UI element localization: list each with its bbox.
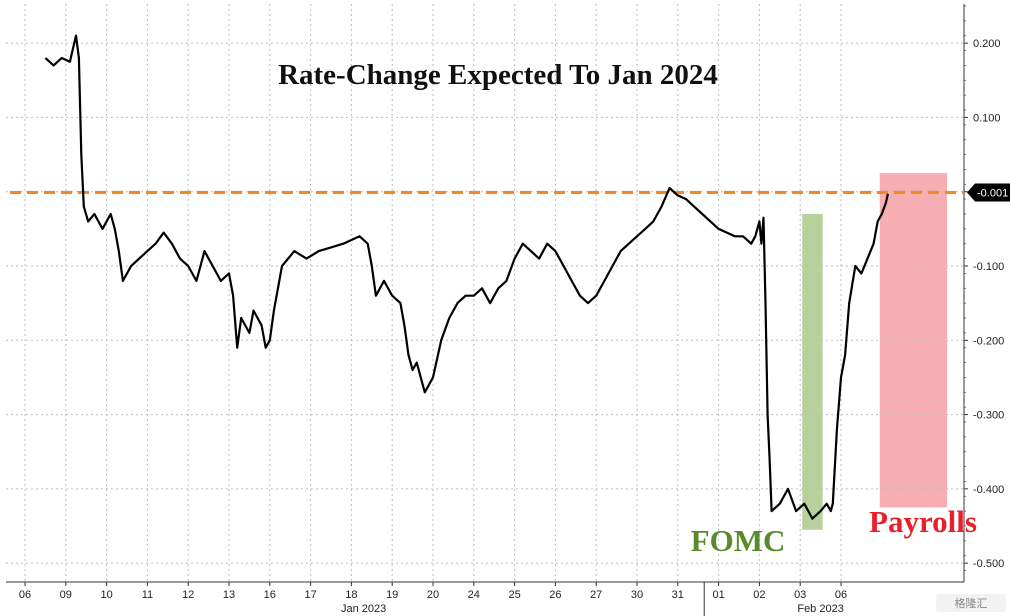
watermark-text: 格隆汇 [955,596,988,610]
x-tick-label: 17 [304,589,316,601]
y-tick-label: 0.100 [973,112,1001,124]
y-tick-label: 0.200 [973,38,1001,50]
x-tick-label: 19 [386,589,398,601]
x-tick-label: 25 [508,589,520,601]
x-tick-label: 30 [631,589,643,601]
x-tick-label: 06 [835,589,847,601]
x-tick-label: 31 [672,589,684,601]
x-tick-label: 10 [100,589,112,601]
annotation-band-fomc [802,214,823,530]
x-tick-label: 18 [345,589,357,601]
y-tick-label: -0.200 [973,335,1004,347]
annotation-band-payrolls [879,173,948,508]
y-tick-label: -0.100 [973,261,1004,273]
last-value-badge: -0.001 [967,183,1010,202]
last-value-badge-shape [967,183,1010,202]
watermark: 格隆汇 [936,594,1006,612]
y-tick-label: -0.400 [973,484,1004,496]
chart-title: Rate-Change Expected To Jan 2024 [278,59,718,91]
annotation-fomc: FOMC [691,523,786,558]
annotation-bands [802,173,948,530]
x-tick-label: 02 [753,589,765,601]
x-tick-label: 26 [549,589,561,601]
month-label: Feb 2023 [797,603,843,615]
x-tick-label: 06 [19,589,31,601]
x-tick-label: 11 [142,589,153,601]
x-tick-label: 27 [590,589,602,601]
y-axis-ticks: 0.200 0.100 -0.100 -0.200 -0.300 -0.400 -0.500 [964,5,1004,571]
x-tick-label: 24 [468,589,480,601]
x-tick-label: 12 [182,589,194,601]
axes [6,4,965,583]
x-tick-label: 09 [60,589,72,601]
x-tick-label: 13 [223,589,235,601]
x-axis-ticks: 06 09 10 11 12 13 16 17 18 19 20 24 25 26 27 30 31 01 02 03… [19,582,847,616]
x-tick-label: 03 [794,589,806,601]
last-value-label: -0.001 [977,187,1008,199]
x-tick-label: 16 [264,589,276,601]
grid [6,4,964,582]
x-tick-label: 20 [427,589,439,601]
watermark-bg [936,594,1006,612]
y-tick-label: -0.300 [973,410,1004,422]
x-tick-label: 01 [712,589,724,601]
y-tick-label: -0.500 [973,558,1004,570]
series-line [44,34,889,520]
month-label: Jan 2023 [341,603,386,615]
annotation-payrolls: Payrolls [869,504,977,539]
